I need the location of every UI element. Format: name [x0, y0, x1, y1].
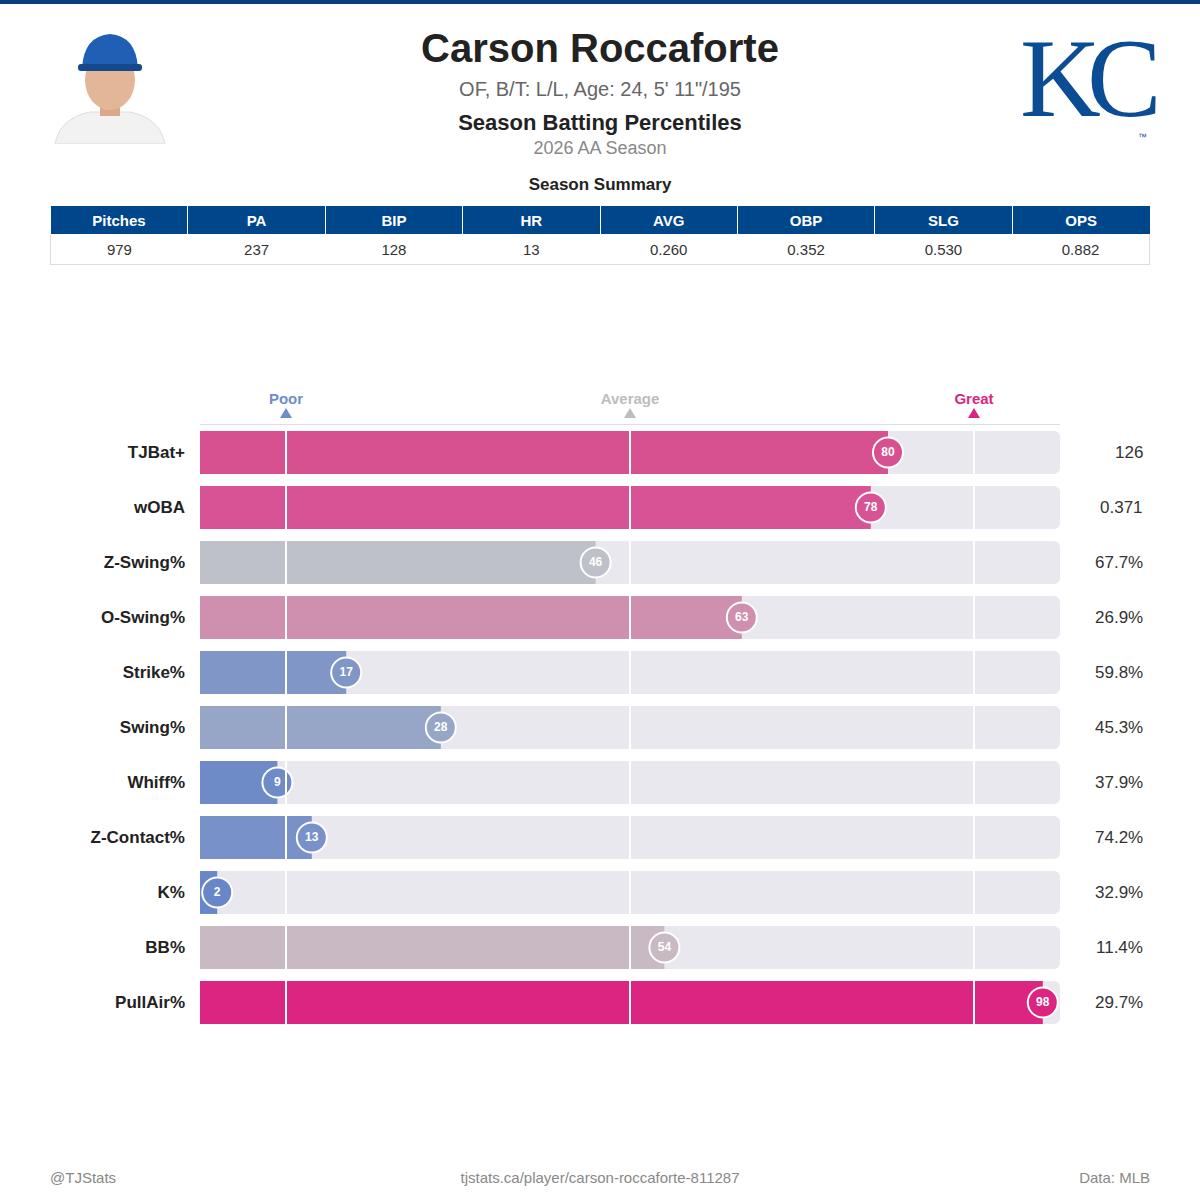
svg-text:Poor: Poor: [269, 390, 303, 407]
html-text:Season Summary: Season Summary: [528, 175, 672, 194]
svg-text:45.3%: 45.3%: [1095, 718, 1143, 737]
svg-text:Z-Contact%: Z-Contact%: [91, 828, 185, 847]
html-text:OF, B/T: L/L, Age: 24, 5' 11"/: OF, B/T: L/L, Age: 24, 5' 11"/195: [459, 78, 741, 100]
html-text:0.882: 0.882: [1061, 240, 1100, 258]
svg-text:O-Swing%: O-Swing%: [101, 608, 185, 627]
svg-text:26.9%: 26.9%: [1095, 608, 1143, 627]
html-text:SLG: SLG: [928, 211, 959, 229]
svg-text:9: 9: [274, 775, 281, 789]
html-text:0.260: 0.260: [649, 240, 688, 258]
html-text:0.530: 0.530: [924, 240, 963, 258]
svg-text:0.371: 0.371: [1100, 498, 1143, 517]
svg-text:PullAir%: PullAir%: [115, 993, 185, 1012]
svg-text:13: 13: [305, 830, 319, 844]
svg-text:BB%: BB%: [145, 938, 185, 957]
svg-text:63: 63: [735, 610, 749, 624]
svg-text:17: 17: [340, 665, 354, 679]
svg-text:Average: Average: [601, 390, 660, 407]
svg-text:Whiff%: Whiff%: [127, 773, 185, 792]
html-text:HR: HR: [520, 211, 543, 229]
svg-text:29.7%: 29.7%: [1095, 993, 1143, 1012]
svg-text:Great: Great: [954, 390, 993, 407]
html-text:OBP: OBP: [789, 211, 823, 229]
html-text:0.352: 0.352: [787, 240, 825, 258]
html-text:979: 979: [106, 240, 132, 258]
svg-text:TJBat+: TJBat+: [128, 443, 185, 462]
svg-text:46: 46: [589, 555, 603, 569]
svg-text:Swing%: Swing%: [120, 718, 185, 737]
svg-text:K%: K%: [158, 883, 185, 902]
html-text:@TJStats: @TJStats: [50, 1169, 117, 1186]
html-text:2026 AA Season: 2026 AA Season: [533, 138, 667, 158]
svg-text:67.7%: 67.7%: [1095, 553, 1143, 572]
html-text:AVG: AVG: [653, 211, 685, 229]
html-text:KC: KC: [1020, 16, 1148, 140]
svg-text:11.4%: 11.4%: [1096, 938, 1143, 957]
svg-text:78: 78: [864, 500, 878, 514]
html-text:Data: MLB: Data: MLB: [1079, 1169, 1150, 1186]
html-text:tjstats.ca/player/carson-rocca: tjstats.ca/player/carson-roccaforte-8112…: [460, 1169, 740, 1186]
svg-text:Strike%: Strike%: [123, 663, 185, 682]
html-text:BIP: BIP: [381, 211, 407, 229]
svg-text:32.9%: 32.9%: [1095, 883, 1143, 902]
svg-text:28: 28: [434, 720, 448, 734]
svg-text:74.2%: 74.2%: [1095, 828, 1143, 847]
svg-text:80: 80: [881, 445, 895, 459]
svg-text:2: 2: [214, 885, 221, 899]
html-text:Carson Roccaforte: Carson Roccaforte: [421, 26, 779, 70]
html-text:237: 237: [244, 240, 270, 258]
html-text:Season Batting Percentiles: Season Batting Percentiles: [458, 110, 742, 135]
svg-text:wOBA: wOBA: [133, 498, 185, 517]
svg-text:54: 54: [658, 940, 672, 954]
html-text:13: 13: [523, 240, 540, 258]
svg-text:37.9%: 37.9%: [1095, 773, 1143, 792]
svg-text:Z-Swing%: Z-Swing%: [104, 553, 185, 572]
svg-text:59.8%: 59.8%: [1095, 663, 1143, 682]
html-text:128: 128: [381, 240, 407, 258]
svg-text:98: 98: [1036, 995, 1050, 1009]
html-text:PA: PA: [246, 211, 267, 229]
svg-text:126: 126: [1115, 443, 1143, 462]
html-text:Pitches: Pitches: [92, 211, 146, 229]
html-text:OPS: OPS: [1065, 211, 1097, 229]
